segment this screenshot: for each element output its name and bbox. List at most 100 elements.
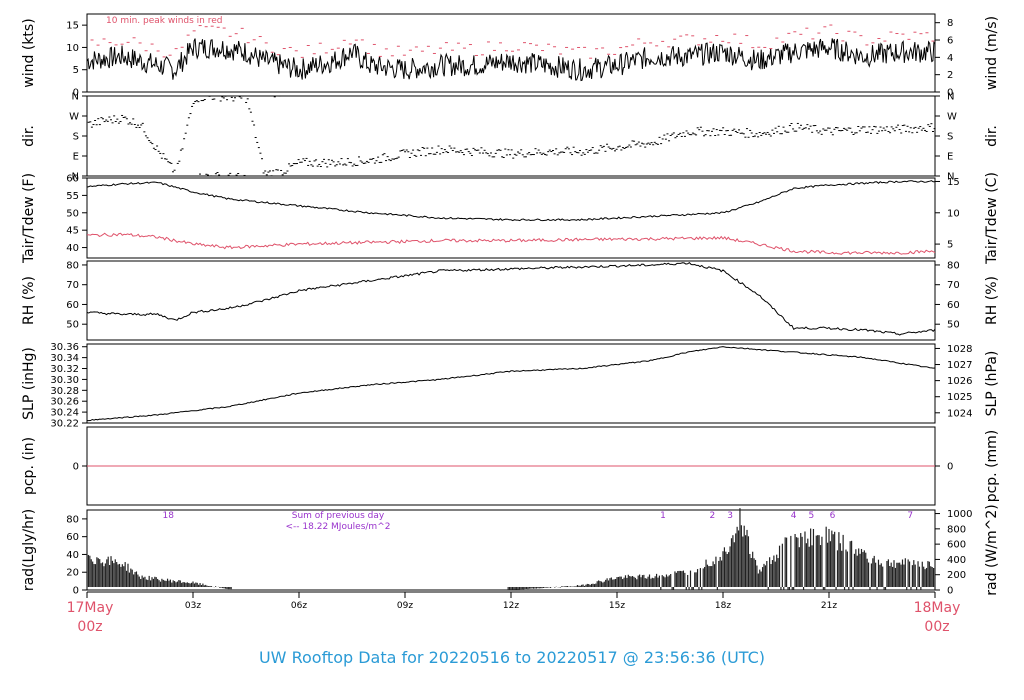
rh-left-ticklabel-1: 60 bbox=[66, 300, 79, 311]
wind-right-ticklabel-2: 4 bbox=[947, 53, 953, 64]
rad-right-ticklabel-2: 400 bbox=[947, 555, 966, 566]
temp-right-ticklabel-2: 15 bbox=[947, 177, 960, 188]
temp-right-ticklabel-1: 10 bbox=[947, 208, 960, 219]
rad-right-ticklabel-5: 1000 bbox=[947, 509, 972, 520]
rad-hour-label-5: 5 bbox=[808, 511, 814, 521]
rh-ylabel: RH (%) bbox=[21, 276, 37, 325]
temp-ylabel: Tair/Tdew (F) bbox=[21, 173, 37, 264]
slp-ylabel: SLP (inHg) bbox=[21, 347, 37, 420]
temp-left-ticklabel-0: 40 bbox=[66, 243, 79, 254]
slp-right-ticklabel-3: 1027 bbox=[947, 360, 972, 371]
panel-frame-3 bbox=[86, 260, 936, 341]
x-ticklabel-2: 09z bbox=[397, 601, 413, 611]
rad-left-ticklabel-1: 20 bbox=[66, 568, 79, 579]
rh-right-ticklabel-3: 80 bbox=[947, 260, 960, 271]
slp-left-ticklabel-1: 30.24 bbox=[50, 408, 79, 419]
rh-left-ticklabel-0: 50 bbox=[66, 320, 79, 331]
pcp-left-ticklabel: 0 bbox=[73, 462, 79, 473]
wind-right-ticklabel-1: 2 bbox=[947, 70, 953, 81]
wind-ylabel: wind (kts) bbox=[21, 18, 37, 87]
temp-ylabel-right: Tair/Tdew (C) bbox=[984, 172, 1000, 265]
x-end-label: 18May bbox=[914, 600, 961, 616]
rad-left-ticklabel-3: 60 bbox=[66, 532, 79, 543]
temp-left-ticklabel-3: 55 bbox=[66, 191, 79, 202]
dir-left-ticklabel-2: S bbox=[73, 132, 79, 143]
rad-left-ticklabel-4: 80 bbox=[66, 514, 79, 525]
slp-ylabel-right: SLP (hPa) bbox=[984, 351, 1000, 417]
rad-right-ticklabel-3: 600 bbox=[947, 540, 966, 551]
slp-left-ticklabel-4: 30.30 bbox=[50, 375, 79, 386]
dir-right-ticklabel-2: S bbox=[947, 132, 953, 143]
slp-right-ticklabel-4: 1028 bbox=[947, 344, 972, 355]
dir-right-ticklabel-3: W bbox=[947, 112, 957, 123]
rad-hour-label-7: 7 bbox=[907, 511, 913, 521]
rad-right-ticklabel-1: 200 bbox=[947, 570, 966, 581]
tair-line bbox=[86, 180, 935, 222]
rad-hour-label-2: 2 bbox=[710, 511, 716, 521]
panel-frame-1 bbox=[86, 95, 936, 177]
footer-title: UW Rooftop Data for 20220516 to 20220517… bbox=[258, 648, 766, 667]
wind-left-ticklabel-0: 0 bbox=[73, 88, 79, 99]
slp-right-ticklabel-1: 1025 bbox=[947, 392, 972, 403]
rh-left-ticklabel-2: 70 bbox=[66, 280, 79, 291]
x-ticklabel-1: 06z bbox=[291, 601, 307, 611]
panel-frame-4 bbox=[86, 343, 936, 424]
rad-hour-label-0: 18 bbox=[163, 511, 175, 521]
temp-left-ticklabel-4: 60 bbox=[66, 174, 79, 185]
dir-ylabel-right: dir. bbox=[984, 125, 1000, 147]
x-ticklabel-0: 03z bbox=[185, 601, 201, 611]
rad-right-ticklabel-4: 800 bbox=[947, 524, 966, 535]
wind-right-ticklabel-0: 0 bbox=[947, 88, 953, 99]
rad-right-ticklabel-0: 0 bbox=[947, 586, 953, 597]
dir-left-ticklabel-1: E bbox=[73, 152, 79, 163]
panel-frame-0 bbox=[86, 13, 936, 93]
x-ticklabel-3: 12z bbox=[503, 601, 519, 611]
x-start-label: 17May bbox=[67, 600, 114, 616]
rh-ylabel-right: RH (%) bbox=[984, 276, 1000, 325]
pcp-ylabel-right: pcp. (mm) bbox=[984, 430, 1000, 503]
x-end-sub: 00z bbox=[924, 619, 949, 635]
rad-ylabel-right: rad (W/m^2) bbox=[984, 504, 1000, 595]
rad-note-title: Sum of previous day bbox=[292, 511, 385, 521]
rad-hour-label-4: 4 bbox=[791, 511, 797, 521]
dir-right-ticklabel-0: N bbox=[947, 172, 954, 183]
dir-ylabel: dir. bbox=[21, 125, 37, 147]
slp-right-ticklabel-2: 1026 bbox=[947, 376, 972, 387]
slp-left-ticklabel-6: 30.34 bbox=[50, 353, 79, 364]
rh-right-ticklabel-2: 70 bbox=[947, 280, 960, 291]
rad-left-ticklabel-0: 0 bbox=[73, 586, 79, 597]
wind-left-ticklabel-2: 10 bbox=[66, 43, 79, 54]
dir-left-ticklabel-0: N bbox=[72, 172, 79, 183]
temp-left-ticklabel-2: 50 bbox=[66, 208, 79, 219]
rh-right-ticklabel-0: 50 bbox=[947, 320, 960, 331]
slp-left-ticklabel-0: 30.22 bbox=[50, 419, 79, 430]
pcp-right-ticklabel: 0 bbox=[947, 462, 953, 473]
rh-line bbox=[86, 261, 936, 336]
wind-left-ticklabel-1: 5 bbox=[73, 65, 79, 76]
wind-right-ticklabel-4: 8 bbox=[947, 18, 953, 29]
dir-right-ticklabel-4: N bbox=[947, 92, 954, 103]
x-ticklabel-5: 18z bbox=[715, 601, 731, 611]
slp-left-ticklabel-2: 30.26 bbox=[50, 397, 79, 408]
tdew-line bbox=[86, 232, 936, 255]
rad-ylabel: rad(Lgly/hr) bbox=[21, 509, 37, 591]
rad-left-ticklabel-2: 40 bbox=[66, 550, 79, 561]
dir-right-ticklabel-1: E bbox=[947, 152, 953, 163]
x-start-sub: 00z bbox=[77, 619, 102, 635]
wind-ylabel-right: wind (m/s) bbox=[984, 16, 1000, 90]
rad-hour-label-3: 3 bbox=[727, 511, 733, 521]
slp-left-ticklabel-3: 30.28 bbox=[50, 386, 79, 397]
panel-frame-2 bbox=[86, 177, 936, 259]
rh-left-ticklabel-3: 80 bbox=[66, 260, 79, 271]
dir-left-ticklabel-3: W bbox=[69, 112, 79, 123]
pcp-ylabel: pcp. (in) bbox=[21, 437, 37, 495]
temp-right-ticklabel-0: 5 bbox=[947, 240, 953, 251]
slp-left-ticklabel-5: 30.32 bbox=[50, 364, 79, 375]
wind-right-ticklabel-3: 6 bbox=[947, 36, 953, 47]
x-ticklabel-6: 21z bbox=[821, 601, 837, 611]
rh-right-ticklabel-1: 60 bbox=[947, 300, 960, 311]
rad-hour-label-1: 1 bbox=[660, 511, 666, 521]
wind-speed-line bbox=[86, 38, 936, 82]
wind-left-ticklabel-3: 15 bbox=[66, 21, 79, 32]
